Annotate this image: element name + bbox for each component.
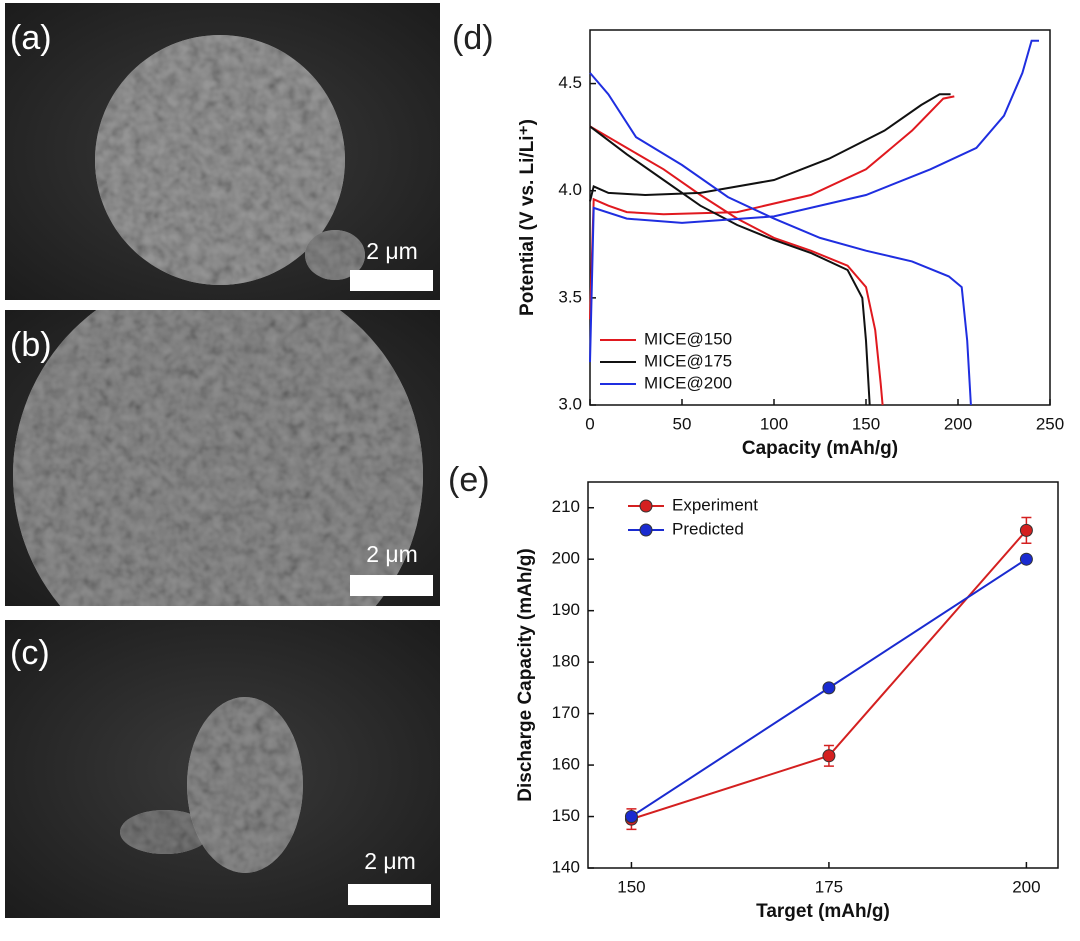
x-tick-label: 200 [1012, 877, 1040, 896]
x-tick-label: 100 [760, 414, 788, 433]
x-tick-label: 50 [673, 414, 692, 433]
scale-bar-label: 2 μm [366, 238, 418, 264]
x-axis-title: Target (mAh/g) [756, 901, 890, 922]
sem-image-a: (a) 2 μm [5, 3, 440, 300]
marker [822, 681, 836, 695]
y-tick-label: 140 [552, 857, 580, 876]
series-line [589, 39, 1039, 406]
x-tick-label: 175 [815, 877, 843, 896]
y-tick-label: 180 [552, 652, 580, 671]
scale-bar [350, 270, 433, 291]
plot-frame [587, 481, 1059, 869]
plot-frame [589, 29, 1051, 406]
scale-bar-label: 2 μm [366, 541, 418, 567]
x-tick-label: 250 [1036, 414, 1064, 433]
series-line [589, 93, 951, 406]
y-tick-label: 170 [552, 703, 580, 722]
legend-label: MICE@150 [644, 329, 732, 348]
y-tick-label: 4.5 [558, 73, 582, 92]
y-tick-label: 190 [552, 600, 580, 619]
legend-label: MICE@200 [644, 373, 732, 392]
series-line [589, 95, 955, 406]
x-tick-label: 200 [944, 414, 972, 433]
y-tick-label: 150 [552, 806, 580, 825]
y-tick-label: 200 [552, 549, 580, 568]
panel-label: (a) [10, 19, 52, 57]
y-axis-title: Discharge Capacity (mAh/g) [515, 548, 536, 801]
series-line [631, 529, 1028, 821]
y-tick-label: 3.5 [558, 287, 582, 306]
panel-label: (e) [448, 461, 490, 499]
legend-label: MICE@175 [644, 351, 732, 370]
legend-label: Predicted [672, 519, 744, 538]
y-tick-label: 210 [552, 497, 580, 516]
scale-bar-label: 2 μm [364, 848, 416, 874]
marker [822, 749, 836, 763]
marker [1019, 523, 1033, 537]
y-tick-label: 3.0 [558, 394, 582, 413]
legend-label: Experiment [672, 495, 758, 514]
y-axis-title: Potential (V vs. Li/Li⁺) [517, 119, 538, 316]
marker [624, 810, 638, 824]
y-tick-label: 4.0 [558, 180, 582, 199]
marker [1019, 552, 1033, 566]
panel-label: (d) [452, 19, 494, 57]
scale-bar [350, 575, 433, 596]
panel-label: (b) [10, 326, 52, 364]
x-tick-label: 0 [585, 414, 594, 433]
x-axis-title: Capacity (mAh/g) [742, 438, 898, 459]
legend-marker [639, 499, 653, 513]
x-tick-label: 150 [617, 877, 645, 896]
sem-image-c: (c) 2 μm [5, 620, 440, 918]
sem-image-b: (b) 2 μm [5, 310, 440, 606]
scale-bar [348, 884, 431, 905]
panel-label: (c) [10, 634, 50, 672]
x-tick-label: 150 [852, 414, 880, 433]
legend-marker [639, 523, 653, 537]
y-tick-label: 160 [552, 755, 580, 774]
